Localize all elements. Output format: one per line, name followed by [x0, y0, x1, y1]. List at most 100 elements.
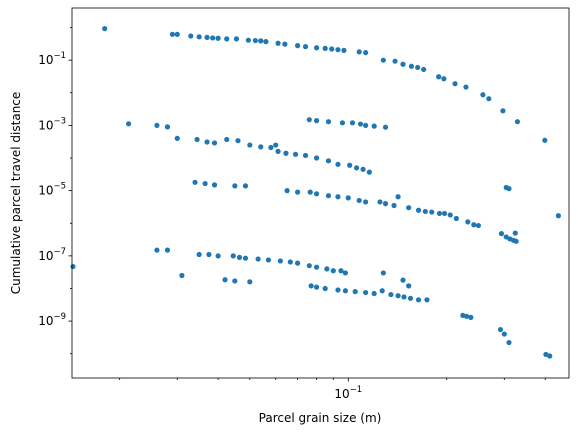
data-points	[70, 25, 562, 359]
data-point-53	[275, 148, 281, 154]
data-point-2	[174, 31, 180, 37]
data-point-134	[352, 289, 358, 295]
data-point-125	[342, 270, 348, 276]
data-point-64	[357, 121, 364, 127]
data-point-32	[441, 76, 447, 82]
plot-area-frame	[71, 7, 570, 379]
data-point-16	[295, 43, 301, 49]
data-point-22	[341, 47, 347, 53]
x-axis-label: Parcel grain size (m)	[259, 411, 382, 425]
data-point-78	[242, 183, 249, 189]
data-point-154	[547, 353, 553, 359]
data-point-5	[204, 34, 210, 40]
data-point-28	[408, 63, 415, 69]
data-point-47	[224, 136, 230, 143]
data-point-112	[230, 253, 236, 259]
data-point-7	[215, 35, 221, 41]
data-point-142	[415, 297, 422, 303]
data-point-77	[232, 183, 238, 189]
x-tick-label-0: 10−1	[334, 385, 362, 401]
data-point-13	[263, 39, 269, 45]
data-point-96	[441, 210, 448, 217]
data-point-137	[379, 288, 385, 294]
data-point-6	[210, 35, 216, 41]
data-point-92	[415, 207, 422, 213]
data-point-15	[282, 41, 288, 47]
data-point-51	[268, 144, 274, 151]
data-point-140	[401, 294, 407, 300]
data-point-41	[154, 122, 160, 129]
data-point-136	[371, 290, 377, 297]
data-point-123	[330, 268, 336, 274]
data-point-44	[194, 136, 200, 143]
data-point-48	[235, 138, 241, 144]
data-point-99	[465, 219, 471, 225]
data-point-155	[498, 231, 505, 237]
data-point-27	[400, 61, 406, 67]
data-point-146	[380, 270, 386, 276]
data-point-111	[215, 253, 221, 259]
data-point-33	[452, 81, 458, 87]
data-point-69	[347, 162, 353, 168]
data-point-12	[258, 38, 264, 44]
data-point-126	[222, 277, 228, 283]
data-point-50	[258, 144, 264, 150]
data-point-9	[233, 36, 240, 42]
data-point-139	[395, 293, 401, 299]
data-point-148	[463, 313, 470, 319]
data-point-19	[322, 45, 328, 51]
data-point-79	[284, 188, 290, 194]
data-point-106	[154, 247, 160, 253]
y-tick-label-1: 10−7	[38, 247, 66, 263]
data-point-120	[306, 263, 312, 269]
data-point-138	[388, 291, 394, 298]
data-point-59	[306, 117, 312, 123]
data-point-17	[302, 44, 309, 50]
data-point-37	[500, 108, 506, 114]
data-point-82	[313, 191, 320, 197]
data-point-34	[463, 84, 469, 90]
y-axis-label: Cumulative parcel travel distance	[9, 92, 23, 295]
data-point-62	[339, 120, 346, 126]
data-point-10	[245, 37, 251, 43]
y-tick-label-4: 10−1	[38, 51, 66, 67]
data-point-23	[356, 49, 362, 55]
data-point-118	[287, 259, 293, 265]
data-point-4	[196, 34, 202, 40]
data-point-45	[204, 139, 210, 145]
data-point-74	[192, 179, 198, 185]
data-point-60	[313, 118, 320, 124]
data-point-151	[501, 331, 507, 337]
data-point-24	[363, 50, 369, 56]
data-point-98	[453, 215, 459, 222]
data-point-54	[283, 150, 289, 156]
data-point-124	[338, 268, 344, 274]
data-point-97	[447, 212, 453, 218]
data-point-0	[102, 25, 108, 32]
data-point-89	[382, 201, 389, 207]
data-point-150	[497, 326, 504, 333]
data-point-20	[329, 46, 335, 52]
data-point-141	[407, 295, 414, 301]
data-point-43	[174, 135, 180, 141]
data-point-71	[360, 166, 366, 172]
data-point-31	[436, 74, 442, 80]
data-point-61	[325, 119, 332, 125]
data-point-90	[391, 202, 397, 209]
data-point-104	[555, 213, 562, 219]
data-point-40	[126, 121, 132, 127]
data-point-110	[206, 251, 212, 258]
data-point-95	[436, 210, 443, 217]
axis-ticks: 10−9 10−7 10−5 10−3 10−1 10−1	[38, 27, 546, 401]
data-point-94	[429, 209, 435, 215]
data-point-145	[400, 277, 406, 283]
data-point-25	[380, 57, 386, 63]
data-point-80	[295, 189, 301, 195]
data-point-46	[211, 140, 218, 146]
data-point-1	[169, 31, 176, 37]
data-point-86	[356, 197, 362, 204]
data-point-143	[424, 297, 430, 303]
data-point-63	[349, 120, 356, 126]
data-point-26	[392, 58, 398, 64]
